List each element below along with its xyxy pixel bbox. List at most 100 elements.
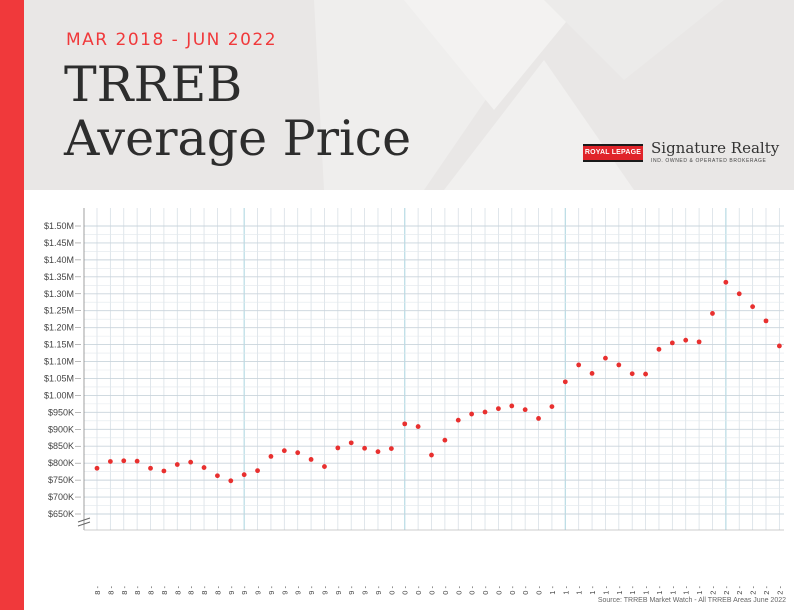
data-point bbox=[174, 462, 180, 467]
data-point bbox=[776, 343, 782, 349]
x-tick-label: SEPT'20 - bbox=[494, 586, 503, 595]
data-point bbox=[121, 458, 127, 464]
accent-bar bbox=[0, 0, 24, 610]
data-point bbox=[576, 362, 582, 368]
y-tick-label: $1.45M bbox=[44, 238, 74, 248]
y-tick-label: $750K bbox=[48, 475, 74, 485]
y-tick-label: $900K bbox=[48, 424, 74, 434]
y-tick-label: $1.00M bbox=[44, 390, 74, 400]
data-point bbox=[228, 478, 234, 484]
x-tick-label: MAR'20 - bbox=[414, 586, 423, 595]
y-tick-label: $650K bbox=[48, 509, 74, 519]
x-tick-label: JUN'22 - bbox=[775, 586, 784, 595]
x-tick-label: DEC'20 - bbox=[535, 586, 544, 595]
data-point bbox=[348, 440, 354, 446]
x-tick-label: FEB'19 - bbox=[240, 586, 249, 595]
data-point bbox=[161, 468, 167, 474]
data-point bbox=[482, 409, 488, 415]
x-tick-label: DEC'21 - bbox=[695, 586, 704, 595]
x-tick-label: APR'19 - bbox=[267, 586, 276, 595]
y-axis-break-icon bbox=[77, 517, 91, 527]
x-tick-label: JUL'21 - bbox=[628, 586, 637, 595]
y-tick-label: $1.40M bbox=[44, 255, 74, 265]
data-point bbox=[616, 362, 622, 368]
data-point bbox=[241, 472, 247, 478]
data-point bbox=[536, 416, 541, 421]
data-point bbox=[281, 448, 287, 454]
x-tick-label: SEP'18 - bbox=[173, 586, 182, 595]
x-tick-label: NOV'20 - bbox=[521, 585, 530, 595]
x-tick-label: JAN'22 - bbox=[708, 586, 717, 595]
data-point bbox=[268, 454, 274, 459]
x-tick-label: OCT'18 - bbox=[187, 585, 196, 595]
x-tick-label: SEP'19 - bbox=[334, 586, 343, 595]
data-point bbox=[362, 445, 367, 451]
x-tick-label: JUL'20 - bbox=[468, 586, 477, 595]
data-point bbox=[295, 450, 301, 456]
data-point bbox=[763, 318, 769, 324]
brand-logo: ROYAL LEPAGE Signature Realty IND. OWNED… bbox=[583, 139, 783, 170]
x-tick-label: MAR'18 - bbox=[93, 586, 102, 595]
data-point bbox=[322, 464, 327, 469]
data-point bbox=[669, 340, 675, 346]
x-tick-label: OCT'21 - bbox=[668, 585, 677, 595]
x-tick-label: JUN'20 - bbox=[454, 586, 463, 595]
data-point bbox=[308, 457, 314, 462]
x-tick-label: NOV'19 - bbox=[361, 585, 370, 595]
x-tick-label: FEB'22 - bbox=[722, 586, 731, 595]
y-tick-label: $950K bbox=[48, 407, 74, 417]
data-point bbox=[415, 424, 421, 429]
x-tick-label: SEPT'21 - bbox=[655, 586, 664, 595]
x-tick-label: MAY'22 - bbox=[762, 586, 771, 595]
x-tick-label: DEC'18 - bbox=[213, 586, 222, 595]
data-point bbox=[496, 406, 501, 412]
x-tick-label: OCT'19 - bbox=[347, 585, 356, 595]
data-point bbox=[629, 371, 635, 377]
x-tick-label: MAY'18 - bbox=[120, 586, 129, 595]
source-note: Source: TRREB Market Watch - All TRREB A… bbox=[597, 597, 786, 604]
data-point bbox=[549, 404, 555, 409]
data-point bbox=[388, 446, 394, 452]
x-tick-label: JAN'20 - bbox=[387, 586, 396, 595]
y-tick-label: $1.35M bbox=[44, 272, 74, 282]
average-price-chart: $650K $700K $750K $800K $850K $900K $950K $1.00… bbox=[44, 208, 784, 595]
y-tick-label: $1.50M bbox=[44, 221, 74, 231]
data-point bbox=[723, 279, 729, 285]
data-point bbox=[603, 355, 608, 361]
data-point bbox=[710, 311, 715, 316]
x-tick-label: APR'20 - bbox=[428, 586, 437, 595]
x-tick-label: AUG'18 - bbox=[160, 585, 169, 595]
data-point bbox=[522, 407, 528, 413]
data-point bbox=[429, 452, 434, 458]
x-tick-label: MAR'19 - bbox=[254, 586, 263, 595]
data-point bbox=[134, 458, 140, 464]
x-tick-label: APR'21 - bbox=[588, 586, 597, 595]
data-point bbox=[455, 417, 461, 423]
data-point bbox=[335, 445, 341, 451]
x-tick-label: MAR'22 - bbox=[735, 586, 744, 595]
x-tick-label: JUN'19 - bbox=[294, 586, 303, 595]
data-point bbox=[442, 437, 448, 443]
royal-lepage-logo: ROYAL LEPAGE bbox=[583, 144, 643, 162]
data-point bbox=[255, 468, 260, 474]
data-point bbox=[656, 346, 662, 352]
y-tick-label: $700K bbox=[48, 492, 74, 502]
data-point bbox=[375, 449, 381, 455]
royal-lepage-logo-text: ROYAL LEPAGE bbox=[583, 146, 643, 160]
data-point bbox=[736, 291, 742, 297]
y-tick-label: $850K bbox=[48, 441, 74, 451]
header-panel bbox=[24, 0, 794, 190]
x-tick-label: MAY'21 - bbox=[601, 586, 610, 595]
x-tick-label: JUN'18 - bbox=[133, 586, 142, 595]
x-tick-label: AUG'21 - bbox=[642, 585, 651, 595]
data-point bbox=[589, 370, 595, 376]
data-point bbox=[696, 339, 702, 345]
x-tick-label: FEB'20 - bbox=[401, 586, 410, 595]
y-tick-label: $1.25M bbox=[44, 306, 74, 316]
data-point bbox=[94, 465, 100, 471]
x-tick-label: NOV'21 - bbox=[682, 585, 691, 595]
data-point bbox=[683, 337, 689, 343]
y-tick-label: $1.10M bbox=[44, 357, 74, 367]
data-point bbox=[562, 379, 568, 385]
x-tick-label: DEC'19 - bbox=[374, 586, 383, 595]
